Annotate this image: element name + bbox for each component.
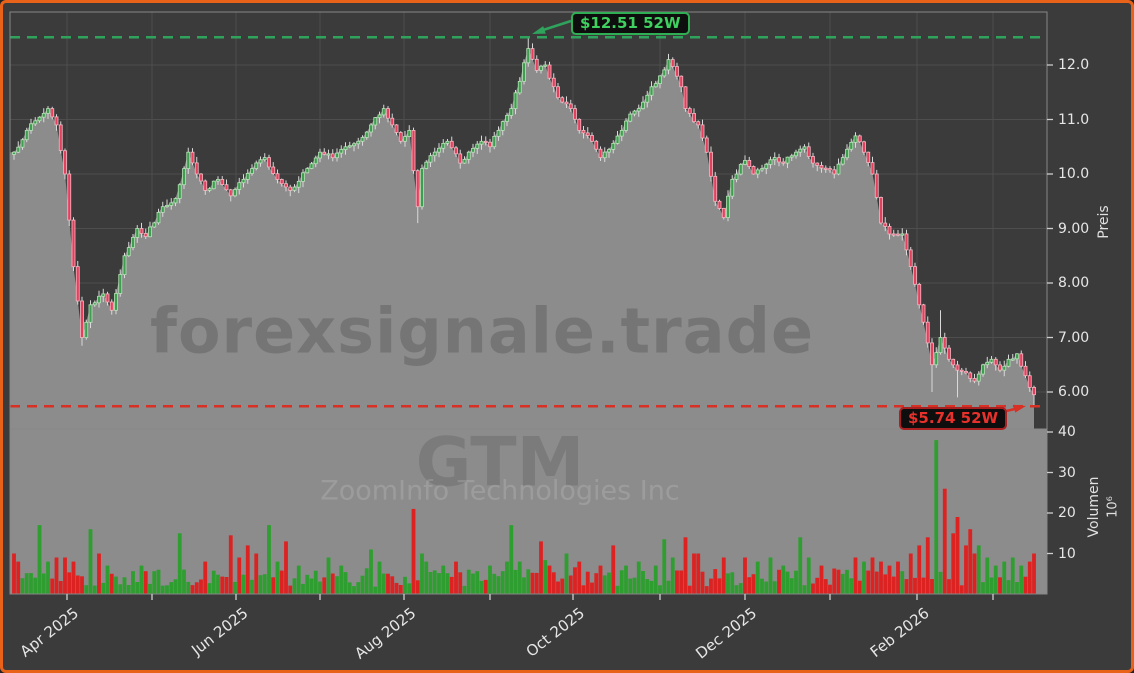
volume-tick-label: 20 (1058, 505, 1076, 521)
volume-tick-label: 10 (1058, 546, 1076, 562)
volume-tick-label: 40 (1058, 424, 1076, 440)
volume-tick-label: 30 (1058, 465, 1076, 481)
low-annotation-badge: $5.74 52W (899, 407, 1008, 430)
x-tick-label: Oct 2025 (522, 604, 589, 661)
x-tick-label: Feb 2026 (866, 604, 933, 661)
x-tick-label: Dec 2025 (692, 604, 761, 663)
price-tick-label: 11.0 (1058, 112, 1090, 128)
volume-axis-title: Volumen (1086, 476, 1102, 538)
price-tick-label: 6.00 (1058, 384, 1090, 400)
high-annotation-badge: $12.51 52W (571, 12, 690, 35)
x-tick-label: Jun 2025 (187, 604, 252, 660)
volume-axis-unit: 10⁶ (1105, 496, 1121, 518)
price-tick-label: 8.00 (1058, 275, 1090, 291)
price-tick-label: 10.0 (1058, 166, 1090, 182)
price-axis-title: Preis (1096, 205, 1112, 239)
price-tick-label: 7.00 (1058, 330, 1090, 346)
price-tick-label: 9.00 (1058, 221, 1090, 237)
x-tick-label: Aug 2025 (351, 604, 420, 663)
price-tick-label: 12.0 (1058, 57, 1090, 73)
x-tick-label: Apr 2025 (16, 604, 83, 661)
